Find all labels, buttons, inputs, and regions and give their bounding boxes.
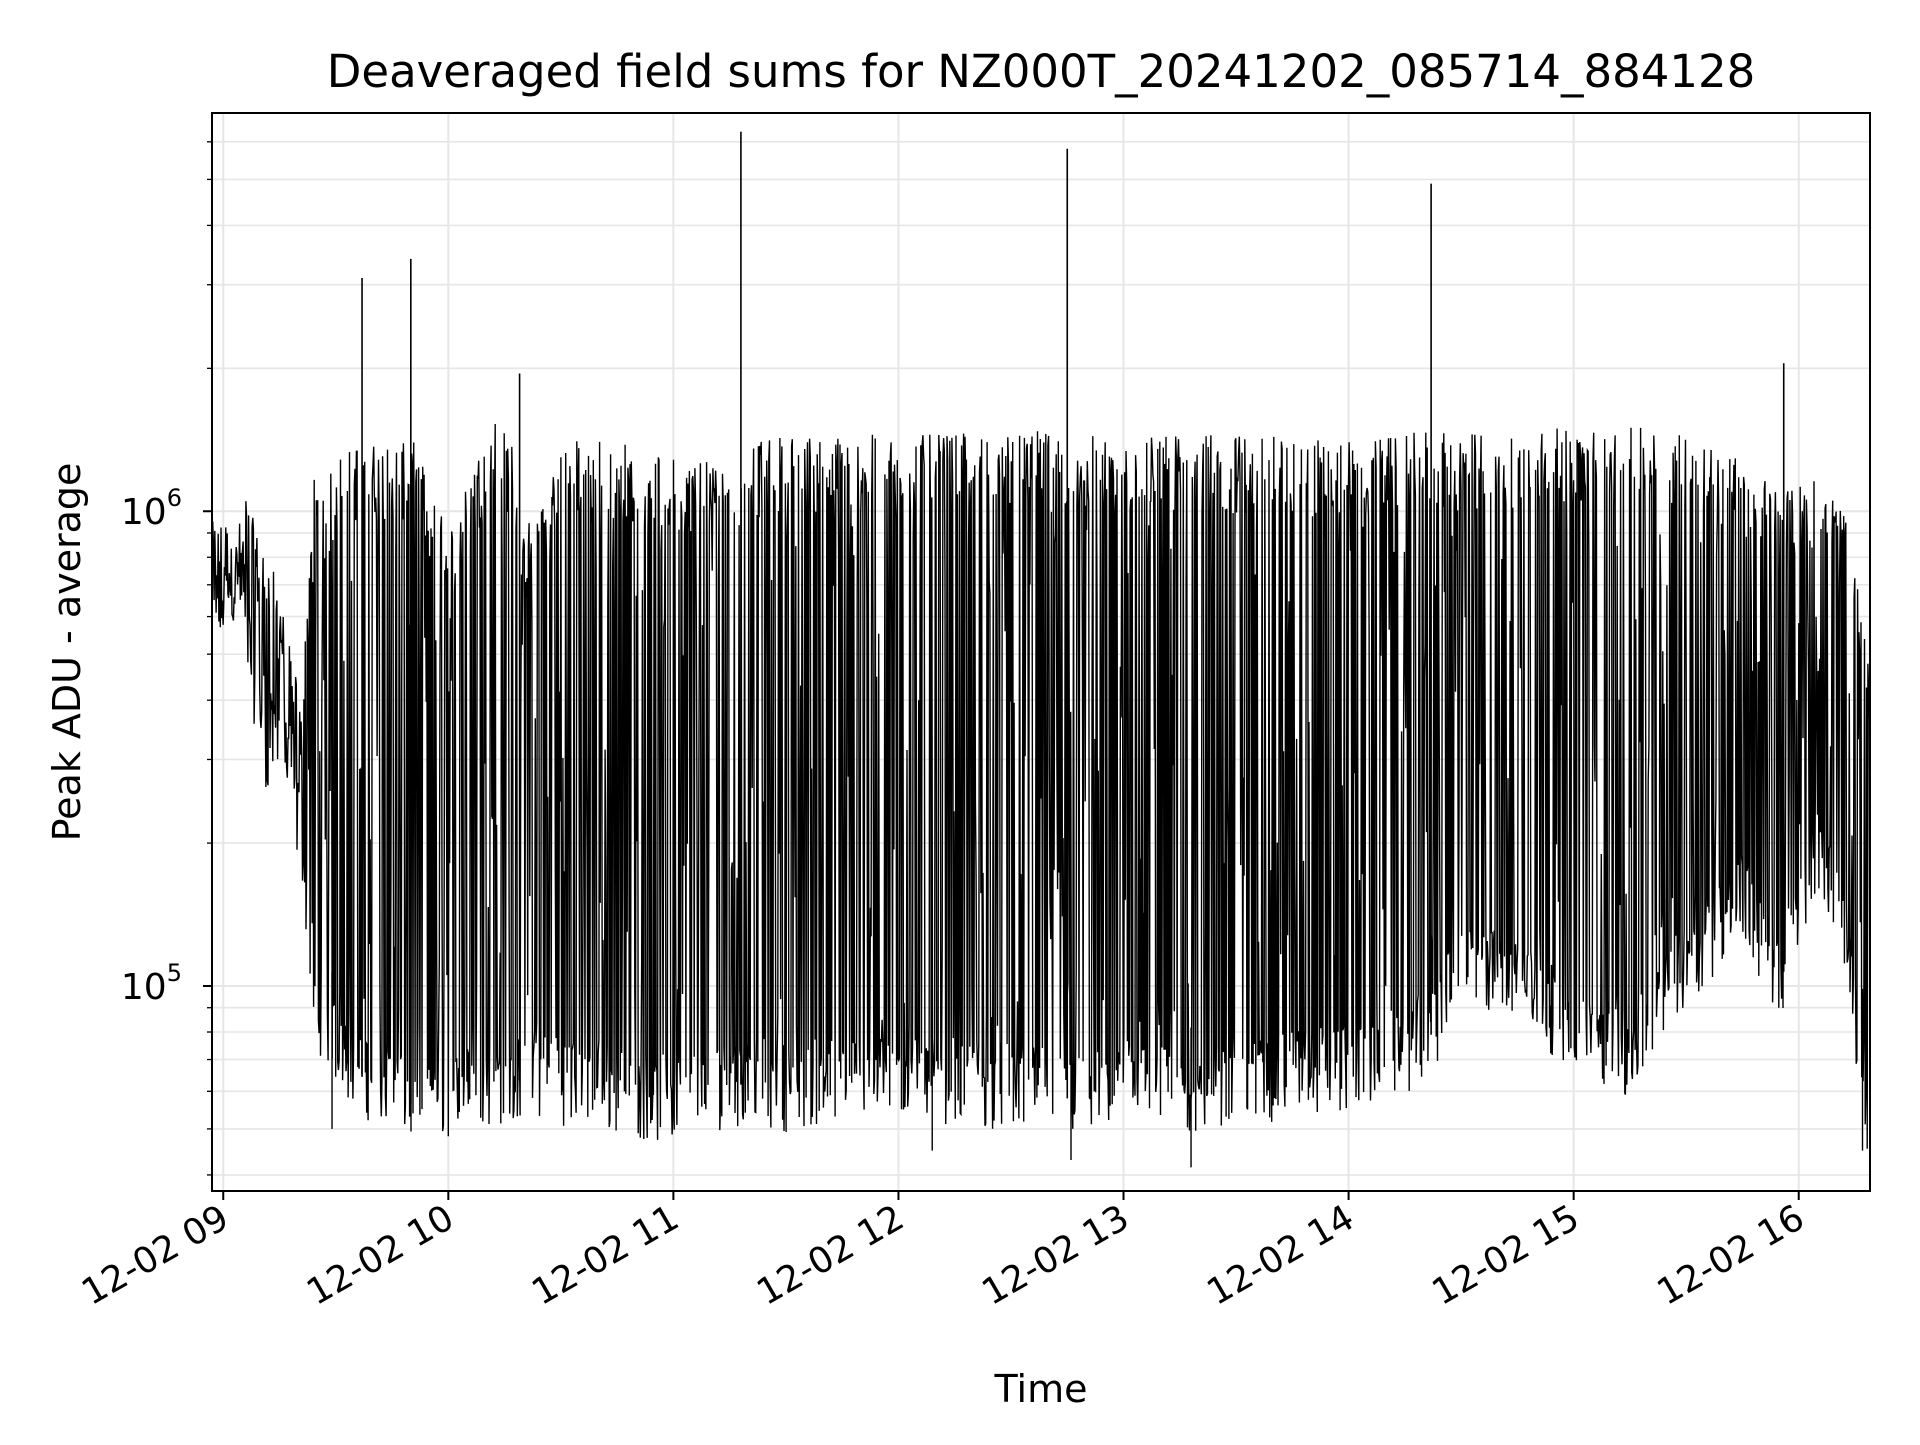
series-line	[211, 423, 1871, 1149]
y-tick-label: 105	[121, 959, 182, 1008]
y-tick-label: 106	[121, 484, 182, 533]
plot-area	[211, 131, 1871, 1168]
axes-frame	[211, 112, 1871, 1192]
x-axis-label: Time	[994, 1367, 1088, 1411]
chart-title: Deaveraged field sums for NZ000T_2024120…	[327, 45, 1756, 98]
y-axis-label: Peak ADU - average	[45, 463, 89, 842]
